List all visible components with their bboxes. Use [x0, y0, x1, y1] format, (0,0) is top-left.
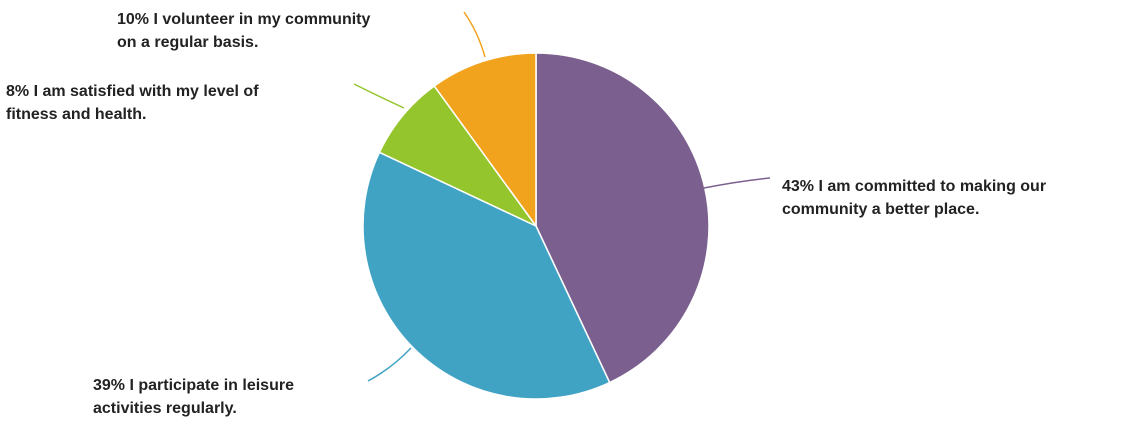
pie-slices	[362, 52, 710, 400]
slice-committed-leader-line	[703, 177, 771, 189]
slice-label-volunteer: 10% I volunteer in my community on a reg…	[117, 11, 371, 51]
slice-leisure	[362, 151, 611, 400]
slice-fitness-leader-line	[353, 83, 405, 109]
slice-label-leisure: 39% I participate in leisure activities …	[93, 377, 294, 417]
slice-label-fitness: 8% I am satisfied with my level of fitne…	[6, 83, 259, 123]
slice-volunteer-leader-line	[463, 11, 486, 58]
slice-volunteer	[433, 52, 537, 227]
slice-label-committed: 43% I am committed to making our communi…	[782, 178, 1047, 218]
leader-lines	[353, 11, 771, 382]
slice-leisure-leader-line	[367, 347, 412, 382]
